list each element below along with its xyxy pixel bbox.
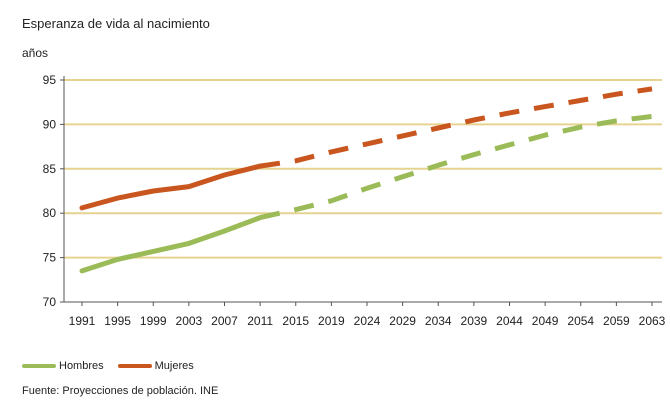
- x-tick-label: 2054: [567, 314, 594, 328]
- y-tick-label: 80: [43, 206, 57, 220]
- x-tick-label: 1991: [69, 314, 96, 328]
- x-tick-label: 2029: [389, 314, 416, 328]
- series-line-hombres-observed: [79, 215, 263, 274]
- x-tick-label: 2007: [211, 314, 238, 328]
- x-tick-label: 2049: [532, 314, 559, 328]
- y-tick-label: 70: [43, 295, 57, 309]
- x-tick-label: 1999: [140, 314, 167, 328]
- y-tick-label: 75: [43, 251, 57, 265]
- legend-item-hombres: Hombres: [22, 360, 104, 372]
- gridlines: [64, 79, 662, 259]
- legend-swatch-hombres: [22, 364, 56, 368]
- legend-swatch-mujeres: [117, 364, 152, 368]
- x-tick-label: 2063: [639, 314, 666, 328]
- y-axis-label: años: [22, 46, 49, 60]
- legend-label-hombres: Hombres: [59, 360, 104, 372]
- legend-item-mujeres: Mujeres: [117, 360, 194, 372]
- y-tick-label: 85: [43, 162, 57, 176]
- series-line-mujeres-observed: [79, 163, 263, 211]
- legend: Hombres Mujeres: [22, 360, 208, 372]
- source-note: Fuente: Proyecciones de población. INE: [22, 385, 219, 397]
- x-tick-label: 2003: [176, 314, 203, 328]
- x-tick-label: 2034: [425, 314, 452, 328]
- x-ticks: 1991 1995 1999 2003 2007 2011 2015 2019 2024 2029…: [69, 314, 666, 328]
- x-tick-label: 2019: [318, 314, 345, 328]
- y-tick-label: 90: [43, 117, 57, 131]
- series-line-hombres-projected: [259, 113, 653, 221]
- x-tick-label: 2044: [496, 314, 523, 328]
- y-ticks: 70 75 80 85 90 95: [43, 73, 57, 309]
- x-tick-label: 2024: [354, 314, 381, 328]
- y-tick-label: 95: [43, 73, 57, 87]
- x-tick-label: 2015: [282, 314, 309, 328]
- series-lines: [79, 86, 653, 274]
- x-tick-label: 2039: [461, 314, 488, 328]
- series-line-mujeres-projected: [259, 86, 653, 169]
- chart-title: Esperanza de vida al nacimiento: [22, 16, 210, 31]
- life-expectancy-chart: 70 75 80 85 90 95 1991 1995 1999 2003 2007 2011 201…: [43, 73, 666, 328]
- x-tick-label: 2059: [603, 314, 630, 328]
- x-tick-label: 2011: [247, 314, 273, 328]
- legend-label-mujeres: Mujeres: [154, 360, 194, 372]
- axes: [60, 76, 662, 306]
- x-tick-label: 1995: [104, 314, 131, 328]
